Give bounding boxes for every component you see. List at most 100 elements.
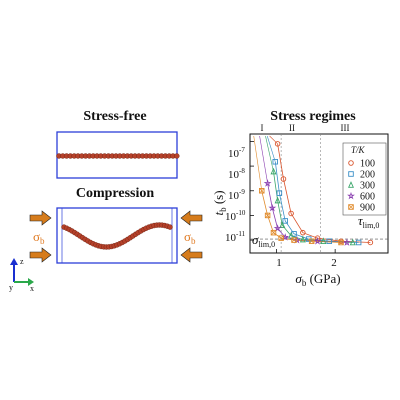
data-point-300 bbox=[299, 235, 306, 243]
data-point-200 bbox=[355, 239, 362, 246]
marker-cross bbox=[270, 230, 277, 236]
legend-marker-300 bbox=[348, 181, 354, 188]
compression-arrows-right bbox=[180, 210, 203, 263]
plot-marks bbox=[258, 141, 374, 246]
legend-marker-100 bbox=[348, 160, 354, 166]
marker-box bbox=[270, 229, 277, 236]
sigma-lim-annotation: σlim,0 bbox=[252, 232, 275, 249]
marker-cross bbox=[259, 188, 265, 194]
marker-cross bbox=[291, 237, 297, 243]
marker-cross bbox=[265, 212, 271, 218]
legend-box bbox=[342, 142, 387, 216]
data-point-100 bbox=[300, 229, 306, 236]
marker-cross bbox=[278, 235, 284, 241]
chain-bead bbox=[174, 153, 180, 159]
y-tick-label-1: 10-7 bbox=[228, 146, 245, 160]
legend-label-300: 300 bbox=[360, 181, 375, 192]
chart-title: Stress regimes bbox=[270, 109, 356, 124]
data-point-100 bbox=[367, 239, 374, 246]
data-point-300 bbox=[279, 221, 286, 228]
stress-free-title: Stress-free bbox=[83, 109, 146, 124]
marker-box bbox=[291, 237, 297, 243]
data-point-600 bbox=[263, 179, 272, 187]
legend-label-200: 200 bbox=[360, 170, 375, 181]
marker-box bbox=[258, 188, 265, 194]
marker-box bbox=[264, 212, 271, 219]
legend-marker-900 bbox=[348, 204, 354, 210]
series-extension-200 bbox=[266, 135, 276, 162]
data-point-600 bbox=[313, 237, 322, 245]
legend-title: T/K bbox=[351, 145, 366, 155]
z-axis-arrowhead bbox=[10, 258, 18, 265]
series-line-100 bbox=[277, 143, 371, 243]
x-tick-label-2: 2 bbox=[331, 257, 337, 269]
x-axis-arrowhead bbox=[28, 278, 34, 286]
arrow-left-1 bbox=[29, 210, 52, 226]
data-point-100 bbox=[288, 210, 294, 217]
data-point-900 bbox=[270, 229, 277, 236]
data-point-300 bbox=[274, 196, 281, 204]
series-extension-300 bbox=[265, 135, 274, 172]
series-extension-600 bbox=[259, 135, 268, 184]
legend-label-900: 900 bbox=[360, 203, 375, 214]
y-axis-title: tb (s) bbox=[211, 190, 228, 215]
data-point-900 bbox=[338, 239, 344, 246]
compressed-chain bbox=[61, 222, 173, 250]
y-tick-label-4: 10-10 bbox=[225, 209, 246, 223]
y-axis-label: y bbox=[9, 283, 13, 292]
sigma-label-left: σb bbox=[33, 229, 45, 246]
data-point-300 bbox=[270, 167, 277, 175]
x-axis-title: σb (GPa) bbox=[295, 271, 340, 288]
marker-cross bbox=[338, 239, 344, 246]
chain-bead bbox=[167, 224, 173, 230]
marker-box bbox=[308, 238, 315, 244]
data-point-300 bbox=[288, 231, 295, 239]
data-point-100 bbox=[280, 176, 287, 182]
marker-box bbox=[348, 204, 354, 210]
data-point-600 bbox=[342, 238, 351, 246]
legend-marker-600 bbox=[347, 191, 355, 200]
sigma-label-right: σb bbox=[184, 229, 196, 246]
data-point-600 bbox=[273, 224, 282, 232]
data-point-300 bbox=[320, 237, 327, 244]
compression-title: Compression bbox=[76, 186, 155, 201]
arrow-right-2 bbox=[180, 247, 203, 263]
marker-box bbox=[278, 235, 284, 241]
series-extension-100 bbox=[269, 135, 278, 145]
plot-guides bbox=[250, 134, 388, 253]
y-tick-label-2: 10-8 bbox=[228, 167, 245, 181]
arrow-right-1 bbox=[180, 210, 203, 226]
tau-lim-annotation: τlim,0 bbox=[358, 213, 379, 230]
x-tick-label-1: 1 bbox=[276, 257, 282, 269]
data-point-900 bbox=[258, 188, 265, 194]
data-point-200 bbox=[282, 218, 288, 224]
legend-label-600: 600 bbox=[360, 192, 375, 203]
regime-label-2: II bbox=[289, 123, 295, 133]
regime-label-1: I bbox=[261, 123, 264, 133]
data-point-900 bbox=[278, 235, 284, 241]
data-point-900 bbox=[308, 238, 315, 244]
compression-arrows-left bbox=[29, 210, 52, 263]
stress-free-chain bbox=[56, 153, 180, 159]
z-axis-label: z bbox=[20, 257, 24, 266]
regime-label-3: III bbox=[341, 123, 350, 133]
legend-marker-200 bbox=[348, 171, 354, 177]
data-point-200 bbox=[326, 238, 333, 244]
y-tick-label-5: 10-11 bbox=[225, 230, 246, 244]
data-point-100 bbox=[314, 235, 321, 241]
data-point-200 bbox=[272, 159, 279, 165]
compression-box bbox=[56, 207, 178, 264]
y-tick-label-3: 10-9 bbox=[228, 188, 245, 202]
data-point-900 bbox=[264, 212, 271, 219]
data-point-100 bbox=[274, 141, 281, 147]
marker-cross bbox=[348, 204, 354, 210]
marker-cross bbox=[309, 238, 315, 244]
data-point-300 bbox=[349, 238, 356, 246]
marker-box bbox=[338, 239, 344, 246]
data-point-900 bbox=[291, 237, 297, 243]
y-tick-labels: 10-7 10-8 10-9 10-10 10-11 bbox=[225, 146, 246, 244]
data-point-200 bbox=[276, 190, 283, 196]
